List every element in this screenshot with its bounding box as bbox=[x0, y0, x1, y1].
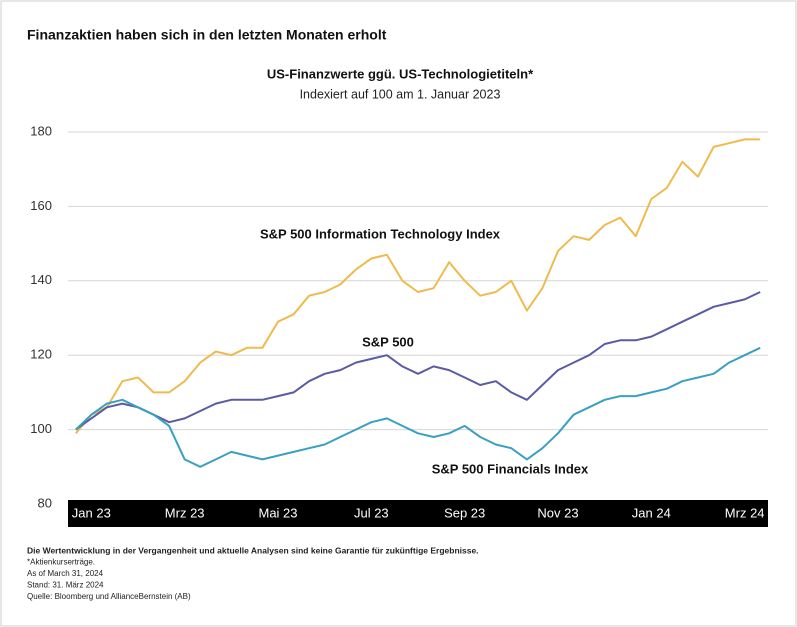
chart-title: US-Finanzwerte ggü. US-Technologietiteln… bbox=[267, 66, 534, 81]
y-tick-label: 140 bbox=[30, 272, 52, 287]
series-line bbox=[75, 291, 761, 431]
x-tick-label: Mai 23 bbox=[258, 505, 297, 520]
footnote: *Aktienkurserträge. bbox=[27, 558, 95, 567]
y-tick-label: 80 bbox=[38, 495, 52, 510]
footnotes: Die Wertentwicklung in der Vergangenheit… bbox=[27, 545, 479, 601]
x-tick-label: Mrz 24 bbox=[725, 505, 765, 520]
x-tick-label: Jan 23 bbox=[72, 505, 111, 520]
x-tick-label: Mrz 23 bbox=[165, 505, 205, 520]
x-tick-label: Sep 23 bbox=[444, 505, 485, 520]
y-tick-label: 160 bbox=[30, 198, 52, 213]
footnote: Quelle: Bloomberg und AllianceBernstein … bbox=[27, 592, 191, 601]
footnote: Stand: 31. März 2024 bbox=[27, 581, 104, 590]
series-line bbox=[75, 346, 761, 468]
x-axis-band bbox=[68, 500, 768, 527]
chart-subtitle: Indexiert auf 100 am 1. Januar 2023 bbox=[300, 87, 501, 101]
series-label: S&P 500 bbox=[362, 334, 414, 349]
y-tick-label: 120 bbox=[30, 347, 52, 362]
footnote: As of March 31, 2024 bbox=[27, 569, 104, 578]
page-title: Finanzaktien haben sich in den letzten M… bbox=[27, 27, 387, 43]
y-tick-label: 100 bbox=[30, 421, 52, 436]
series-label: S&P 500 Information Technology Index bbox=[260, 226, 501, 241]
x-tick-label: Jan 24 bbox=[632, 505, 671, 520]
series-label: S&P 500 Financials Index bbox=[432, 461, 589, 476]
y-tick-label: 180 bbox=[30, 123, 52, 138]
x-tick-label: Jul 23 bbox=[354, 505, 389, 520]
series-line bbox=[75, 138, 761, 434]
footnote: Die Wertentwicklung in der Vergangenheit… bbox=[27, 545, 479, 555]
x-tick-label: Nov 23 bbox=[537, 505, 578, 520]
